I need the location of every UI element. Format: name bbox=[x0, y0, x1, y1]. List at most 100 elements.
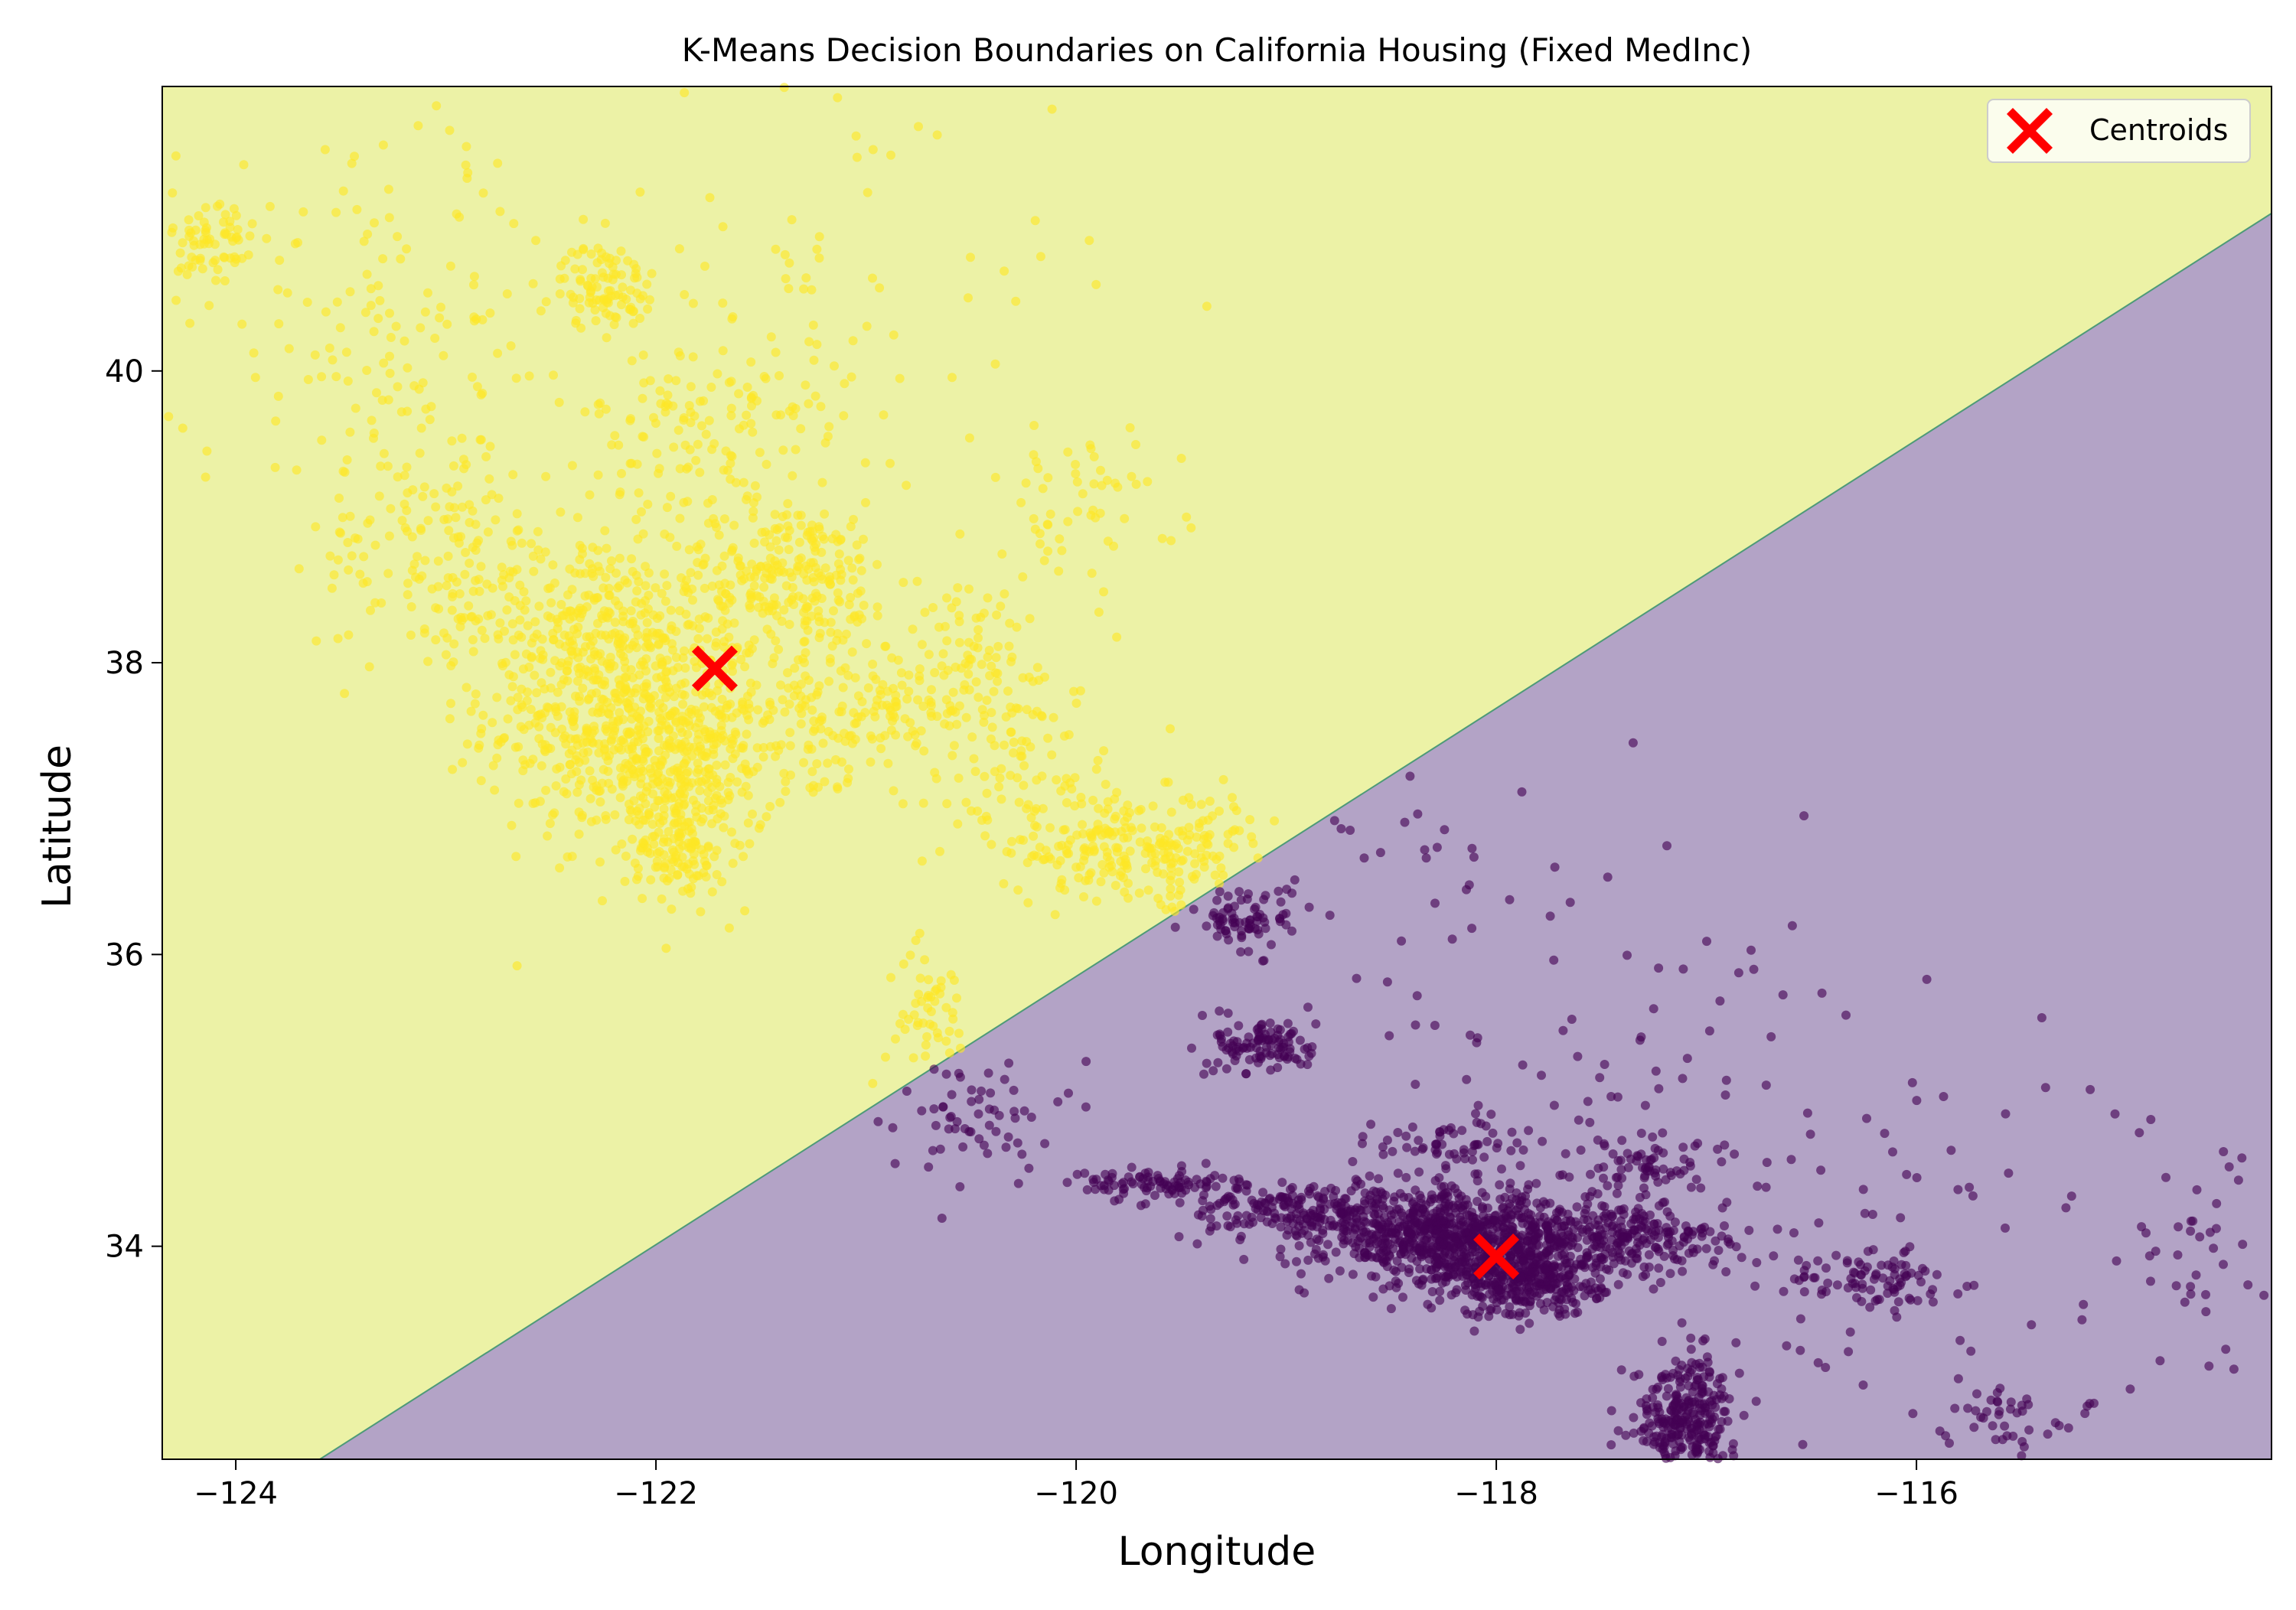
data-point bbox=[914, 122, 923, 132]
data-point bbox=[645, 295, 654, 305]
data-point bbox=[574, 780, 584, 790]
data-point bbox=[919, 746, 929, 756]
data-point bbox=[917, 856, 927, 866]
data-point bbox=[643, 604, 653, 614]
data-point bbox=[869, 706, 879, 716]
data-point bbox=[746, 687, 756, 697]
data-point bbox=[425, 415, 435, 425]
data-point bbox=[526, 705, 536, 714]
data-point bbox=[1671, 1406, 1681, 1416]
data-point bbox=[654, 734, 664, 743]
data-point bbox=[1521, 1309, 1531, 1318]
data-point bbox=[513, 693, 523, 702]
data-point bbox=[461, 683, 471, 693]
data-point bbox=[779, 83, 789, 93]
data-point bbox=[709, 513, 719, 523]
data-point bbox=[799, 608, 809, 618]
data-point bbox=[1575, 1282, 1585, 1292]
data-point bbox=[983, 652, 993, 662]
data-point bbox=[631, 597, 641, 607]
data-point bbox=[991, 653, 1001, 663]
data-point bbox=[460, 569, 470, 579]
data-point bbox=[476, 776, 486, 786]
data-point bbox=[768, 659, 778, 669]
data-point bbox=[617, 468, 626, 478]
data-point bbox=[953, 819, 963, 829]
data-point bbox=[1143, 836, 1153, 846]
data-point bbox=[618, 611, 628, 621]
data-point bbox=[1391, 1282, 1401, 1292]
data-point bbox=[543, 584, 553, 594]
data-point bbox=[621, 851, 631, 861]
data-point bbox=[1156, 823, 1166, 833]
data-point bbox=[615, 708, 625, 718]
data-point bbox=[816, 402, 826, 412]
data-point bbox=[1473, 1312, 1483, 1322]
data-point bbox=[600, 744, 610, 754]
data-point bbox=[302, 298, 312, 307]
data-point bbox=[1120, 816, 1130, 826]
data-point bbox=[632, 586, 642, 596]
data-point bbox=[829, 606, 838, 616]
data-point bbox=[974, 625, 983, 634]
data-point bbox=[292, 465, 302, 475]
data-point bbox=[1718, 1451, 1728, 1461]
data-point bbox=[814, 716, 824, 726]
data-point bbox=[1223, 1009, 1233, 1018]
data-point bbox=[1091, 764, 1101, 774]
data-point bbox=[620, 575, 630, 585]
data-point bbox=[325, 343, 334, 353]
data-point bbox=[462, 739, 472, 749]
data-point bbox=[409, 381, 419, 391]
data-point bbox=[660, 633, 670, 643]
data-point bbox=[871, 674, 881, 684]
data-point bbox=[455, 622, 465, 631]
data-point bbox=[718, 298, 728, 308]
data-point bbox=[1676, 1415, 1686, 1425]
data-point bbox=[977, 660, 987, 670]
data-point bbox=[961, 712, 971, 722]
data-point bbox=[1533, 1274, 1543, 1284]
data-point bbox=[1695, 1410, 1705, 1420]
data-point bbox=[1382, 1136, 1392, 1145]
data-point bbox=[463, 168, 473, 178]
data-point bbox=[808, 320, 818, 330]
data-point bbox=[465, 559, 475, 568]
data-point bbox=[423, 516, 433, 526]
data-point bbox=[1644, 1262, 1654, 1272]
data-point bbox=[1492, 1278, 1502, 1287]
data-point bbox=[570, 264, 580, 274]
data-point bbox=[1678, 1442, 1688, 1452]
data-point bbox=[595, 786, 605, 796]
data-point bbox=[718, 222, 728, 232]
data-point bbox=[730, 727, 740, 737]
data-point bbox=[706, 730, 715, 740]
data-point bbox=[964, 584, 974, 594]
data-point bbox=[563, 676, 572, 686]
data-point bbox=[508, 672, 518, 682]
data-point bbox=[657, 894, 667, 904]
data-point bbox=[692, 812, 702, 822]
data-point bbox=[719, 551, 729, 561]
data-point bbox=[546, 667, 556, 677]
data-point bbox=[1525, 1240, 1534, 1250]
data-point bbox=[624, 815, 634, 825]
data-point bbox=[1398, 1211, 1407, 1221]
data-point bbox=[476, 728, 486, 738]
data-point bbox=[658, 703, 668, 712]
data-point bbox=[724, 923, 734, 933]
data-point bbox=[445, 125, 455, 135]
data-point bbox=[977, 705, 987, 715]
data-point bbox=[798, 594, 808, 604]
data-point bbox=[1273, 1063, 1283, 1073]
data-point bbox=[617, 839, 627, 849]
data-point bbox=[727, 545, 737, 555]
data-point bbox=[688, 352, 698, 362]
data-point bbox=[1199, 1190, 1208, 1200]
data-point bbox=[430, 334, 440, 343]
data-point bbox=[1675, 1423, 1685, 1433]
data-point bbox=[403, 363, 413, 373]
data-point bbox=[964, 293, 973, 303]
data-point bbox=[577, 813, 587, 823]
data-point bbox=[1166, 884, 1176, 894]
